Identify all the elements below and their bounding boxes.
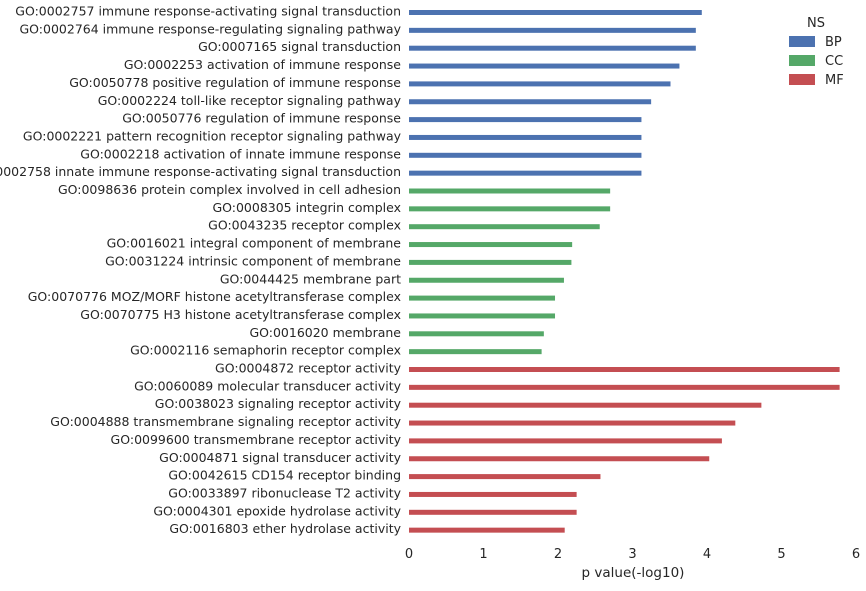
category-label: GO:0070775 H3 histone acetyltransferase … — [80, 307, 401, 322]
category-label: GO:0002764 immune response-regulating si… — [19, 21, 401, 36]
category-labels-layer: GO:0002757 immune response-activating si… — [0, 4, 402, 537]
bar-bp — [409, 63, 680, 69]
bar-bp — [409, 81, 671, 87]
legend-entry-label: BP — [825, 35, 842, 50]
legend-swatch — [789, 55, 815, 66]
category-label: GO:0043235 receptor complex — [208, 218, 401, 233]
category-label: GO:0070776 MOZ/MORF histone acetyltransf… — [28, 289, 401, 304]
bar-cc — [409, 259, 572, 265]
category-label: GO:0016803 ether hydrolase activity — [169, 521, 401, 536]
category-label: GO:0002758 innate immune response-activa… — [0, 164, 401, 179]
category-label: GO:0031224 intrinsic component of membra… — [105, 253, 401, 268]
bar-cc — [409, 349, 542, 355]
category-label: GO:0002221 pattern recognition receptor … — [23, 128, 402, 143]
x-tick-label: 2 — [554, 547, 562, 562]
category-label: GO:0004301 epoxide hydrolase activity — [153, 503, 401, 518]
bar-bp — [409, 152, 642, 158]
category-label: GO:0002757 immune response-activating si… — [15, 4, 401, 19]
bar-cc — [409, 206, 611, 212]
legend-entry-label: MF — [825, 73, 844, 88]
category-label: GO:0004872 receptor activity — [215, 361, 402, 376]
bar-bp — [409, 45, 696, 51]
category-label: GO:0042615 CD154 receptor binding — [168, 468, 401, 483]
bar-mf — [409, 384, 840, 390]
x-tick-label: 5 — [777, 547, 785, 562]
category-label: GO:0004888 transmembrane signaling recep… — [50, 414, 401, 429]
legend-swatch — [789, 74, 815, 85]
category-label: GO:0002116 semaphorin receptor complex — [130, 343, 401, 358]
x-tick-label: 1 — [479, 547, 487, 562]
bar-mf — [409, 438, 722, 444]
category-label: GO:0099600 transmembrane receptor activi… — [111, 432, 402, 447]
bar-cc — [409, 331, 544, 337]
bar-bp — [409, 99, 652, 105]
bars-layer — [409, 10, 840, 533]
bar-cc — [409, 277, 564, 283]
bar-cc — [409, 224, 600, 230]
category-label: GO:0008305 integrin complex — [212, 200, 401, 215]
category-label: GO:0060089 molecular transducer activity — [134, 378, 402, 393]
bar-mf — [409, 509, 577, 515]
category-label: GO:0016021 integral component of membran… — [107, 236, 402, 251]
bar-mf — [409, 456, 710, 462]
legend-swatch — [789, 36, 815, 47]
bar-bp — [409, 10, 702, 15]
category-label: GO:0050778 positive regulation of immune… — [69, 75, 401, 90]
x-tick-label: 4 — [703, 547, 711, 562]
bar-mf — [409, 420, 736, 426]
category-label: GO:0098636 protein complex involved in c… — [58, 182, 401, 197]
bar-mf — [409, 491, 577, 497]
category-label: GO:0002218 activation of innate immune r… — [80, 146, 401, 161]
legend-title: NS — [807, 16, 825, 31]
category-label: GO:0050776 regulation of immune response — [122, 111, 401, 126]
bar-bp — [409, 117, 642, 123]
bar-cc — [409, 242, 573, 248]
category-label: GO:0007165 signal transduction — [198, 39, 401, 54]
bar-mf — [409, 402, 762, 408]
legend: NS BP CC MF — [789, 16, 844, 88]
x-tick-label: 3 — [628, 547, 636, 562]
category-label: GO:0002224 toll-like receptor signaling … — [98, 93, 402, 108]
bar-mf — [409, 527, 565, 533]
x-tick-label: 0 — [405, 547, 413, 562]
category-label: GO:0004871 signal transducer activity — [159, 450, 401, 465]
category-label: GO:0016020 membrane — [249, 325, 401, 340]
category-label: GO:0044425 membrane part — [220, 271, 401, 286]
category-label: GO:0038023 signaling receptor activity — [155, 396, 402, 411]
x-ticks-layer: 0 1 2 3 4 5 6 — [405, 547, 860, 562]
x-tick-label: 6 — [852, 547, 860, 562]
bar-bp — [409, 27, 696, 33]
bar-bp — [409, 134, 642, 140]
bar-mf — [409, 367, 840, 372]
legend-entry-label: CC — [825, 54, 843, 69]
bar-cc — [409, 313, 556, 319]
bar-mf — [409, 474, 601, 480]
category-label: GO:0033897 ribonuclease T2 activity — [168, 485, 401, 500]
category-label: GO:0002253 activation of immune response — [124, 57, 401, 72]
bar-bp — [409, 170, 642, 176]
legend-entries: BP CC MF — [789, 35, 844, 88]
bar-cc — [409, 295, 556, 301]
bar-cc — [409, 188, 611, 194]
x-axis-label: p value(-log10) — [582, 565, 685, 581]
